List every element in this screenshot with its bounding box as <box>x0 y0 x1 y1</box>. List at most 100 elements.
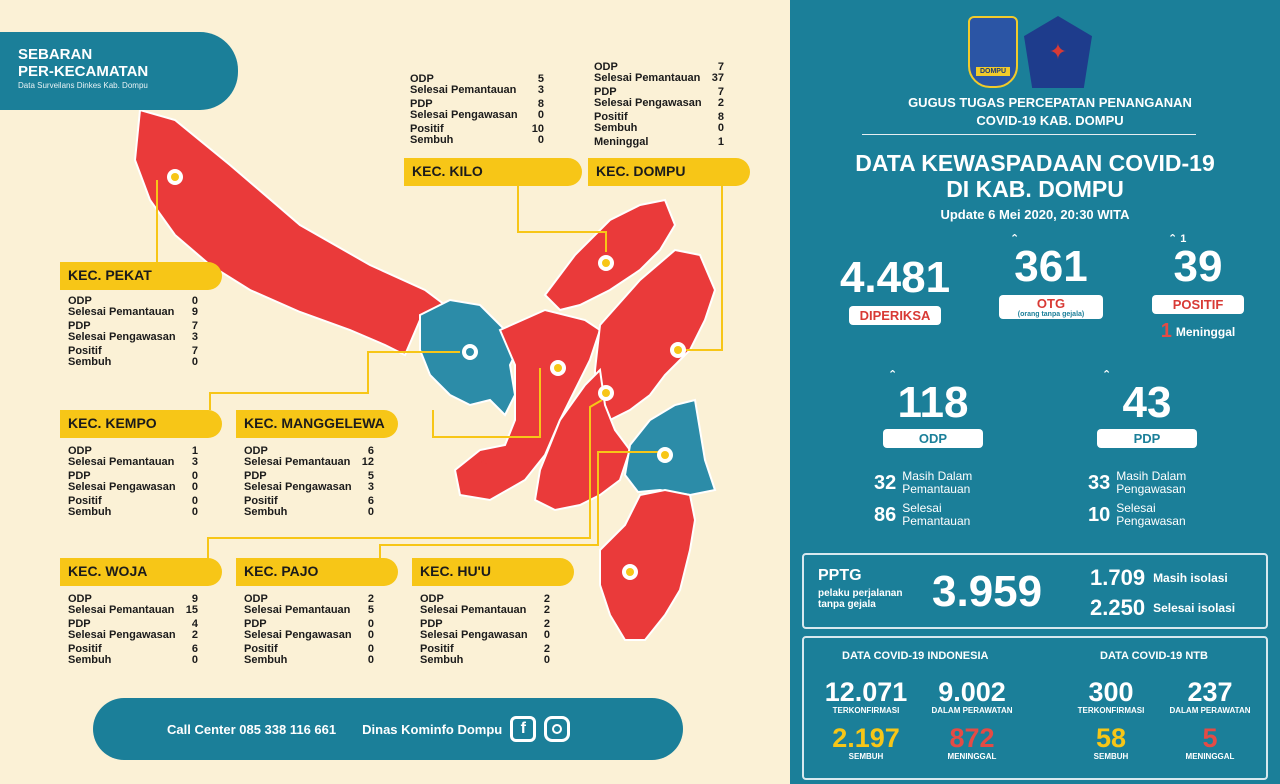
stat-row: Positif 0 <box>244 644 374 655</box>
stat-label: PDP <box>594 86 617 98</box>
indonesia-header-a: DATA COVID-19 <box>842 650 928 662</box>
stat-label: Selesai Pengawasan <box>594 96 702 109</box>
pdp-masih-label1: Masih Dalam <box>1116 469 1187 483</box>
stat-label: Positif <box>420 643 454 655</box>
pdp-masih: 33 Masih Dalam Pengawasan <box>1088 470 1186 496</box>
id-meninggal-value: 872 <box>949 723 995 753</box>
stat-label: Selesai Pengawasan <box>244 628 352 641</box>
stat-value: 7 <box>717 61 724 73</box>
stat-label: ODP <box>68 593 92 605</box>
diperiksa-value: 4.481 <box>839 253 951 302</box>
stat-row: ODP 2 <box>244 594 374 605</box>
stat-row: Selesai Pengawasan 0 <box>410 108 544 121</box>
stat-row: Selesai Pengawasan 3 <box>244 481 374 493</box>
id-perawatan: 9.002 DALAM PERAWATAN <box>922 678 1022 715</box>
indonesia-header-b: INDONESIA <box>927 650 989 662</box>
stat-value: 15 <box>185 603 198 616</box>
stat-label: Selesai Pemantauan <box>68 455 175 468</box>
otg-label: OTG <box>1036 296 1066 311</box>
stat-value: 3 <box>537 83 544 96</box>
stat-row: Selesai Pengawasan 0 <box>420 629 550 641</box>
isolasi-selesai-label: Selesai isolasi <box>1153 601 1236 615</box>
pdp-label: PDP <box>1097 429 1197 448</box>
stat-value: 2 <box>543 593 550 605</box>
stats-kilo: ODP 5 Selesai Pemantauan 3 PDP 8 Selesai Penga… <box>410 74 544 145</box>
ntb-rawat-value: 237 <box>1187 677 1233 707</box>
logo-dompu-text: DOMPU <box>975 67 1011 76</box>
ntb-sembuh-label: SEMBUH <box>1093 752 1129 761</box>
stat-value: 2 <box>717 96 724 109</box>
stat-label: Selesai Pemantauan <box>244 455 351 468</box>
stat-row: Sembuh 0 <box>68 505 198 518</box>
stat-row: Selesai Pengawasan 2 <box>68 629 198 641</box>
stat-row: Selesai Pengawasan 3 <box>68 331 198 343</box>
gugus-line1: GUGUS TUGAS PERCEPATAN PENANGANAN <box>908 95 1192 110</box>
positif-delta-value: 1 <box>1180 233 1187 245</box>
stat-label: ODP <box>244 445 268 457</box>
id-konf-value: 12.071 <box>824 677 908 707</box>
main-title: DATA KEWASPADAAN COVID-19 DI KAB. DOMPU <box>790 150 1280 202</box>
stat-row: Selesai Pengawasan 2 <box>594 96 724 109</box>
facebook-icon[interactable]: f <box>510 716 537 742</box>
main-title-line1: DATA KEWASPADAAN COVID-19 <box>855 150 1215 176</box>
ntb-konfirmasi: 300 TERKONFIRMASI <box>1066 678 1156 715</box>
stats-pekat: ODP 0 Selesai Pemantauan 9 PDP 7 Selesai Penga… <box>68 296 198 367</box>
stat-value: 0 <box>191 295 198 307</box>
odp-masih-label2: Pemantauan <box>902 482 971 496</box>
stat-row: PDP 7 <box>594 87 724 98</box>
stat-label: ODP <box>594 61 618 73</box>
stat-value: 0 <box>191 505 198 518</box>
stat-row: Selesai Pemantauan 2 <box>420 603 550 616</box>
stat-row: ODP 9 <box>68 594 198 605</box>
stat-label: PDP <box>68 320 91 332</box>
pdp-selesai: 10 Selesai Pengawasan <box>1088 502 1186 528</box>
instagram-icon[interactable] <box>544 716 571 742</box>
stat-label: Selesai Pemantauan <box>244 603 351 616</box>
stat-value: 2 <box>543 603 550 616</box>
ntb-header-b: NTB <box>1185 650 1208 662</box>
stat-label: Sembuh <box>68 653 112 666</box>
stat-row: Positif 8 <box>594 112 724 123</box>
odp-value: 118 <box>897 378 969 427</box>
stat-row: Sembuh 0 <box>244 506 374 518</box>
odp-masih-label1: Masih Dalam <box>902 469 973 483</box>
stat-label: Sembuh <box>68 505 112 518</box>
stat-value: 0 <box>543 653 550 666</box>
dompu-emblem-icon: DOMPU <box>968 16 1018 88</box>
stat-value: 0 <box>191 495 198 507</box>
stat-label: Sembuh <box>410 133 454 146</box>
ntb-perawatan: 237 DALAM PERAWATAN <box>1160 678 1260 715</box>
pdp-masih-value: 33 <box>1088 471 1111 494</box>
stat-label: Positif <box>244 495 278 507</box>
kec-kempo-label: KEC. KEMPO <box>60 410 222 438</box>
map-section: SEBARAN PER-KECAMATAN Data Surveilans Di… <box>0 32 750 760</box>
stat-row: PDP 8 <box>410 99 544 110</box>
stats-kempo: ODP 1 Selesai Pemantauan 3 PDP 0 Selesai Penga… <box>68 446 198 517</box>
gugus-line2: COVID-19 KAB. DOMPU <box>976 113 1124 128</box>
id-rawat-label: DALAM PERAWATAN <box>931 706 1013 715</box>
stat-label: ODP <box>420 593 444 605</box>
stat-row: PDP 4 <box>68 619 198 630</box>
stat-value: 0 <box>537 108 544 121</box>
summary-panel: DOMPU ✦ GUGUS TUGAS PERCEPATAN PENANGANA… <box>790 0 1280 784</box>
pdp-selesai-value: 10 <box>1088 503 1111 526</box>
stat-row: Selesai Pemantauan 3 <box>68 455 198 468</box>
diperiksa-block: 4.481 DIPERIKSA <box>830 256 960 325</box>
stat-label: PDP <box>244 618 267 630</box>
pptg-box: PPTG pelaku perjalanan tanpa gejala 3.959… <box>802 553 1268 629</box>
stat-label: ODP <box>68 445 92 457</box>
stat-row: PDP 0 <box>68 471 198 482</box>
stat-row: Selesai Pengawasan 0 <box>244 628 374 641</box>
stat-label: Selesai Pengawasan <box>68 480 176 493</box>
stat-row: ODP 7 <box>594 62 724 73</box>
stat-value: 10 <box>531 123 544 135</box>
ntb-header: DATA COVID-19 NTB <box>1100 650 1208 662</box>
up-arrow-icon: ⌃ <box>1010 233 1020 245</box>
otg-pill: OTG (orang tanpa gejala) <box>999 295 1103 319</box>
up-arrow-icon: ⌃ <box>1168 233 1181 245</box>
diperiksa-label: DIPERIKSA <box>849 306 941 325</box>
kec-huu-label: KEC. HU'U <box>412 558 574 586</box>
stat-label: PDP <box>68 470 91 482</box>
stat-value: 5 <box>367 603 374 616</box>
stat-row: Selesai Pemantauan 5 <box>244 603 374 616</box>
